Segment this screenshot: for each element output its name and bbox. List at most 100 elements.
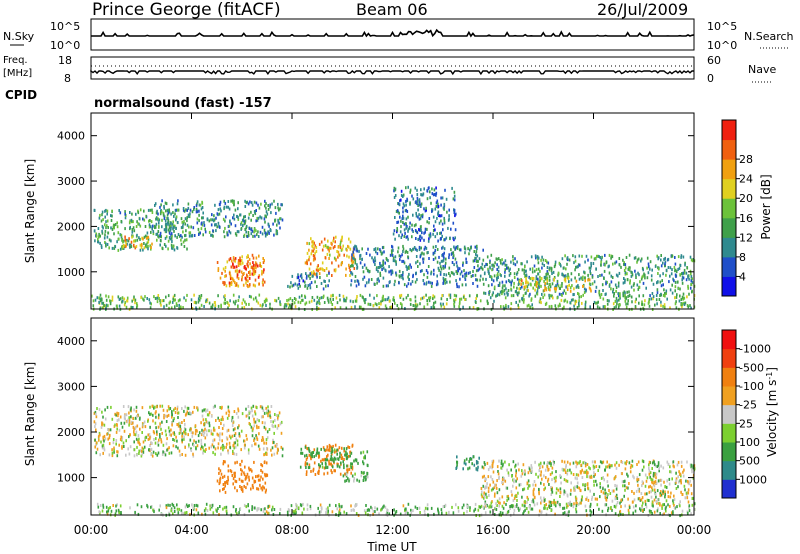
scatter-cell xyxy=(97,235,100,239)
scatter-cell xyxy=(542,296,544,299)
scatter-cell xyxy=(171,300,174,304)
scatter-cell xyxy=(608,299,610,303)
scatter-cell xyxy=(195,204,198,208)
scatter-cell xyxy=(189,208,192,212)
scatter-cell xyxy=(646,498,649,502)
scatter-cell xyxy=(176,423,178,426)
scatter-cell xyxy=(257,275,260,279)
scatter-cell xyxy=(679,473,681,476)
scatter-cell xyxy=(664,490,666,494)
scatter-cell xyxy=(263,441,265,445)
scatter-cell xyxy=(563,305,565,309)
scatter-cell xyxy=(260,415,263,419)
scatter-cell xyxy=(445,197,448,201)
scatter-cell xyxy=(303,507,305,511)
scatter-cell xyxy=(222,475,224,479)
scatter-cell xyxy=(165,235,168,239)
scatter-cell xyxy=(156,300,159,304)
scatter-cell xyxy=(300,451,303,455)
scatter-cell xyxy=(558,292,561,296)
scatter-cell xyxy=(502,290,504,294)
scatter-cell xyxy=(184,233,187,237)
scatter-cell xyxy=(104,215,106,219)
scatter-cell xyxy=(140,295,142,299)
scatter-cell xyxy=(690,258,693,262)
scatter-cell xyxy=(159,299,161,302)
scatter-cell xyxy=(252,486,254,490)
scatter-cell xyxy=(586,463,589,466)
scatter-cell xyxy=(105,294,107,298)
scatter-cell xyxy=(238,477,241,481)
scatter-cell xyxy=(624,266,627,270)
scatter-cell xyxy=(378,302,380,306)
scatter-cell xyxy=(129,225,131,229)
scatter-cell xyxy=(195,440,197,444)
scatter-cell xyxy=(204,436,207,440)
scatter-cell xyxy=(582,483,584,487)
scatter-cell xyxy=(537,272,540,276)
scatter-cell xyxy=(376,281,378,285)
scatter-cell xyxy=(350,271,353,275)
scatter-cell xyxy=(123,421,126,425)
scatter-cell xyxy=(374,263,376,266)
scatter-cell xyxy=(492,263,494,267)
scatter-cell xyxy=(394,511,397,515)
scatter-cell xyxy=(301,276,303,280)
scatter-cell xyxy=(526,285,529,289)
scatter-cell xyxy=(651,511,653,515)
scatter-cell xyxy=(95,412,97,416)
scatter-cell xyxy=(651,478,654,482)
scatter-cell xyxy=(317,269,319,273)
scatter-cell xyxy=(197,408,199,412)
scatter-cell xyxy=(516,291,519,295)
scatter-cell xyxy=(527,486,529,490)
scatter-cell xyxy=(372,304,375,308)
scatter-cell xyxy=(328,443,331,447)
scatter-cell xyxy=(491,283,493,287)
scatter-cell xyxy=(478,257,481,261)
scatter-cell xyxy=(223,230,225,234)
scatter-cell xyxy=(478,456,480,460)
scatter-cell xyxy=(168,210,171,214)
scatter-cell xyxy=(256,507,259,511)
nave-label: Nave xyxy=(748,63,776,76)
scatter-cell xyxy=(212,234,214,238)
scatter-cell xyxy=(446,298,448,301)
scatter-cell xyxy=(680,298,683,301)
scatter-cell xyxy=(621,498,624,502)
scatter-cell xyxy=(428,233,431,237)
scatter-cell xyxy=(156,209,158,213)
scatter-cell xyxy=(557,272,560,276)
scatter-cell xyxy=(627,486,629,490)
scatter-cell xyxy=(362,479,365,482)
scatter-cell xyxy=(256,233,258,237)
scatter-cell xyxy=(174,305,176,309)
scatter-cell xyxy=(137,211,140,215)
scatter-cell xyxy=(610,287,612,291)
scatter-cell xyxy=(276,451,279,455)
scatter-cell xyxy=(596,254,598,258)
scatter-cell xyxy=(381,296,384,300)
scatter-cell xyxy=(678,470,680,474)
scatter-cell xyxy=(478,505,480,509)
scatter-cell xyxy=(368,278,370,282)
scatter-cell xyxy=(516,477,518,481)
scatter-cell xyxy=(127,239,130,243)
scatter-cell xyxy=(624,504,626,508)
scatter-cell xyxy=(438,221,441,225)
scatter-cell xyxy=(476,247,478,251)
scatter-cell xyxy=(618,303,621,306)
scatter-cell xyxy=(139,427,141,431)
scatter-cell xyxy=(386,258,388,262)
scatter-cell xyxy=(110,219,113,222)
scatter-cell xyxy=(627,294,629,298)
scatter-cell xyxy=(507,305,510,309)
scatter-cell xyxy=(456,245,459,249)
scatter-cell xyxy=(131,421,134,425)
scatter-cell xyxy=(164,236,167,240)
scatter-cell xyxy=(544,486,546,490)
scatter-cell xyxy=(352,253,355,256)
scatter-cell xyxy=(416,200,419,204)
scatter-cell xyxy=(324,280,326,283)
scatter-cell xyxy=(118,428,121,432)
